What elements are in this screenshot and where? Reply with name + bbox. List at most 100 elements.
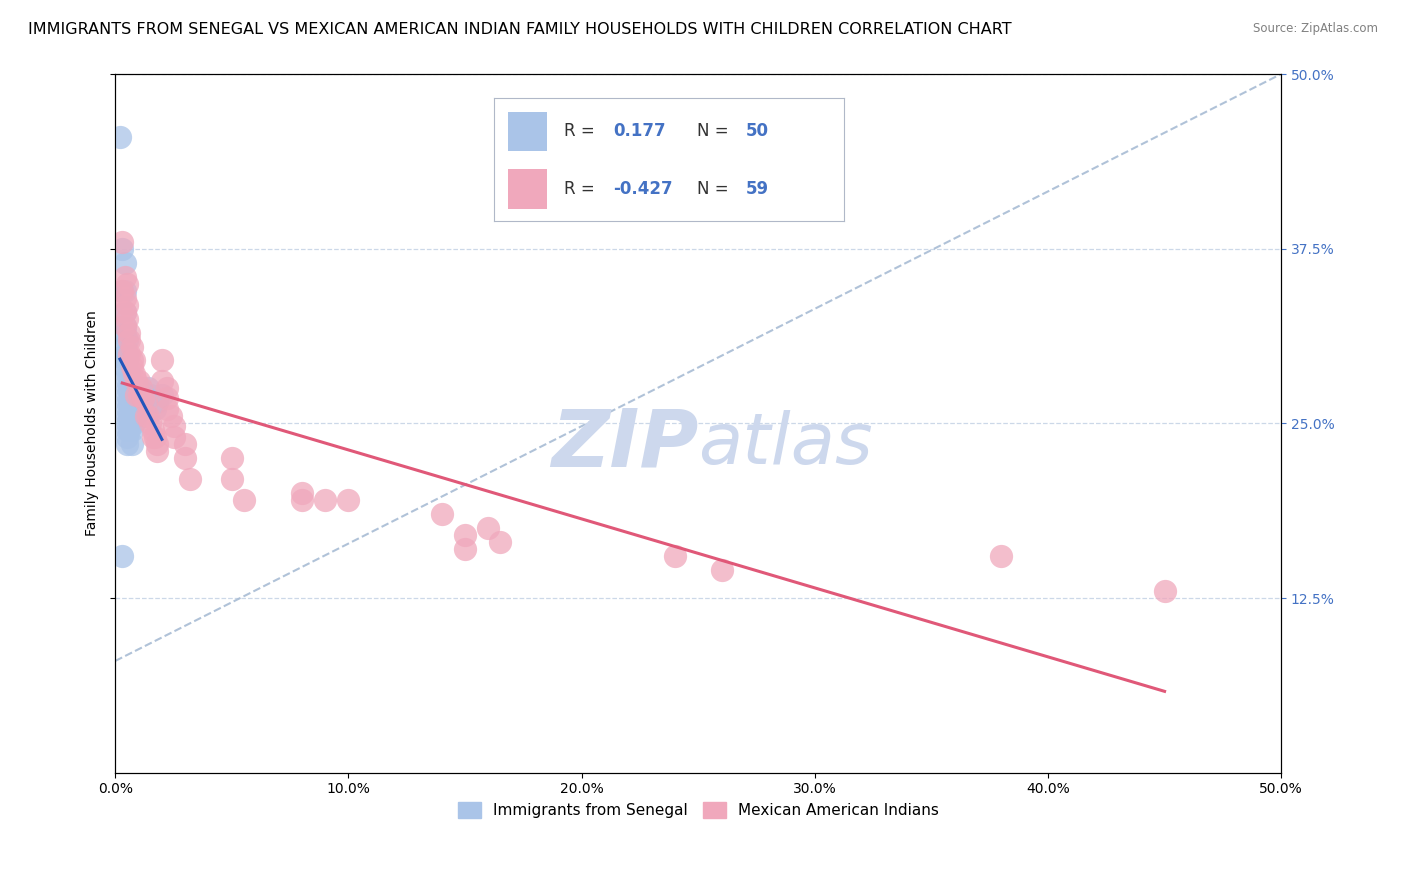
Point — [122, 353, 145, 368]
Point — [108, 129, 131, 144]
Point — [115, 277, 138, 291]
Point — [136, 381, 159, 395]
Point — [114, 339, 136, 353]
Point — [118, 409, 141, 424]
Point — [115, 423, 138, 437]
Point — [111, 284, 134, 298]
Point — [122, 368, 145, 382]
Point — [115, 437, 138, 451]
Point — [114, 291, 136, 305]
Text: atlas: atlas — [699, 409, 873, 479]
Point — [146, 437, 169, 451]
Point — [135, 395, 157, 409]
Point — [135, 388, 157, 402]
Point — [121, 381, 143, 395]
Point — [115, 402, 138, 417]
Point — [221, 451, 243, 466]
Point — [125, 375, 148, 389]
Point — [135, 409, 157, 424]
Point — [115, 395, 138, 409]
Point — [139, 388, 162, 402]
Point — [160, 409, 183, 424]
Point — [121, 339, 143, 353]
Point — [221, 472, 243, 486]
Point — [179, 472, 201, 486]
Point — [337, 493, 360, 508]
Text: ZIP: ZIP — [551, 405, 699, 483]
Point — [115, 430, 138, 444]
Point — [146, 395, 169, 409]
Point — [114, 269, 136, 284]
Point — [118, 395, 141, 409]
Point — [174, 451, 197, 466]
Point — [111, 284, 134, 298]
Point — [132, 395, 155, 409]
Point — [118, 381, 141, 395]
Text: IMMIGRANTS FROM SENEGAL VS MEXICAN AMERICAN INDIAN FAMILY HOUSEHOLDS WITH CHILDR: IMMIGRANTS FROM SENEGAL VS MEXICAN AMERI… — [28, 22, 1012, 37]
Point — [143, 430, 166, 444]
Point — [146, 444, 169, 458]
Point — [115, 409, 138, 424]
Point — [115, 353, 138, 368]
Point — [111, 235, 134, 249]
Point — [150, 353, 173, 368]
Point — [155, 381, 177, 395]
Point — [118, 326, 141, 340]
Point — [115, 381, 138, 395]
Point — [125, 388, 148, 402]
Point — [114, 255, 136, 269]
Point — [430, 507, 453, 521]
Point — [118, 423, 141, 437]
Point — [129, 381, 152, 395]
Point — [115, 311, 138, 326]
Point — [114, 284, 136, 298]
Point — [114, 304, 136, 318]
Point — [115, 346, 138, 360]
Point — [118, 333, 141, 347]
Point — [710, 563, 733, 577]
Point — [114, 304, 136, 318]
Point — [111, 242, 134, 256]
Point — [162, 430, 184, 444]
Point — [155, 402, 177, 417]
Point — [122, 402, 145, 417]
Point — [664, 549, 686, 563]
Point — [150, 388, 173, 402]
Point — [142, 430, 165, 444]
Point — [454, 542, 477, 557]
Text: Source: ZipAtlas.com: Source: ZipAtlas.com — [1253, 22, 1378, 36]
Point — [121, 360, 143, 375]
Point — [1153, 584, 1175, 599]
Point — [162, 419, 184, 434]
Point — [314, 493, 336, 508]
Point — [121, 437, 143, 451]
Point — [477, 521, 499, 535]
Point — [115, 333, 138, 347]
Point — [291, 493, 314, 508]
Point — [115, 368, 138, 382]
Point — [291, 486, 314, 500]
Point — [139, 417, 162, 431]
Point — [122, 417, 145, 431]
Point — [128, 395, 150, 409]
Point — [174, 437, 197, 451]
Point — [121, 353, 143, 368]
Point — [150, 375, 173, 389]
Point — [115, 375, 138, 389]
Point — [114, 326, 136, 340]
Point — [128, 375, 150, 389]
Point — [121, 395, 143, 409]
Point — [114, 360, 136, 375]
Point — [115, 417, 138, 431]
Point — [143, 402, 166, 417]
Point — [132, 391, 155, 405]
Point — [111, 549, 134, 563]
Point — [128, 388, 150, 402]
Point — [155, 391, 177, 405]
Point — [114, 318, 136, 333]
Point — [118, 368, 141, 382]
Point — [121, 409, 143, 424]
Point — [129, 388, 152, 402]
Point — [118, 346, 141, 360]
Point — [114, 346, 136, 360]
